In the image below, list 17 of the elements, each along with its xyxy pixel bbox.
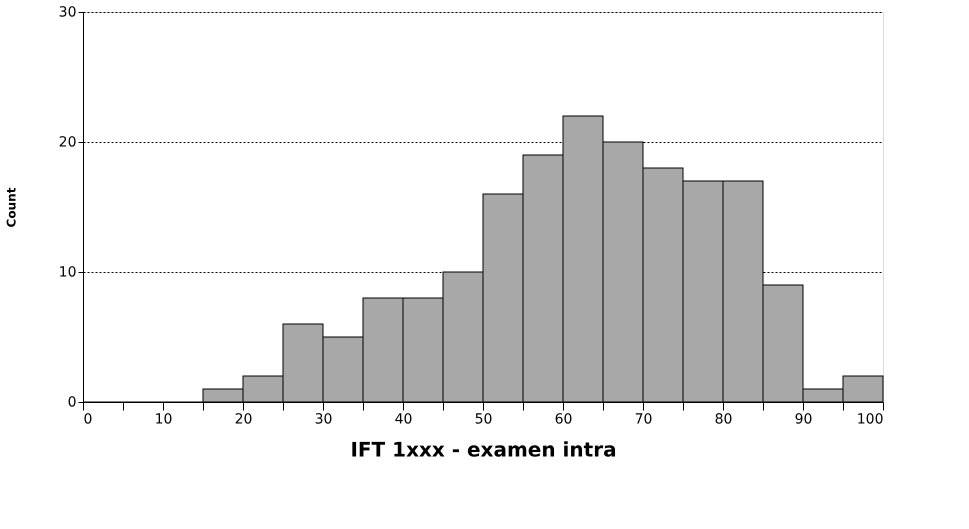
y-axis-title: Count [4, 187, 19, 228]
x-tick-label: 90 [794, 412, 812, 428]
x-tick-label: 40 [394, 412, 412, 428]
x-tick-label: 100 [856, 412, 884, 428]
x-tick-label: 10 [154, 412, 172, 428]
x-tick-label: 60 [554, 412, 572, 428]
x-tick-label: 80 [714, 412, 732, 428]
y-tick-label: 0 [68, 394, 76, 410]
x-tick-label: 70 [634, 412, 652, 428]
x-tick-label: 20 [234, 412, 252, 428]
y-tick-label: 20 [58, 134, 76, 150]
x-tick-label: 50 [474, 412, 492, 428]
x-tick-label: 30 [314, 412, 332, 428]
y-tick-label: 30 [58, 4, 76, 20]
x-axis-title: IFT 1xxx - examen intra [350, 438, 617, 462]
y-tick-label: 10 [58, 264, 76, 280]
x-tick-label: 0 [84, 412, 92, 428]
